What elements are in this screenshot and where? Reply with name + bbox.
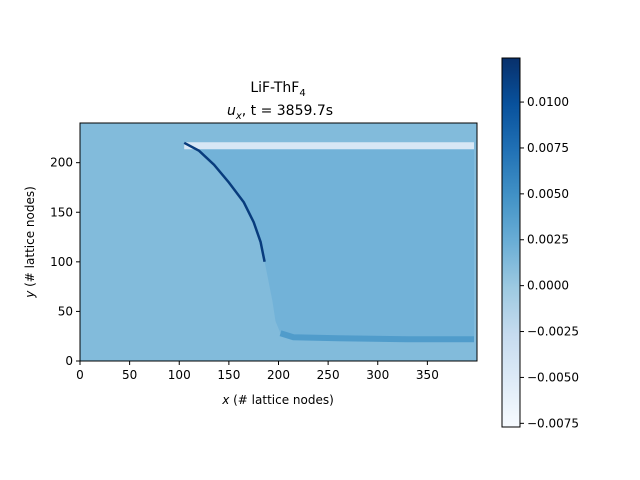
colorbar xyxy=(501,57,521,428)
heatmap-plot-area xyxy=(80,123,477,361)
x-axis-label: x (# lattice nodes) xyxy=(221,393,334,407)
y-tick-label: 50 xyxy=(58,304,73,318)
y-axis-label: y (# lattice nodes) xyxy=(23,186,37,299)
chart-title-line2: ux, t = 3859.7s xyxy=(227,103,333,122)
x-tick-label: 200 xyxy=(267,368,290,382)
colorbar-tick-label: 0.0025 xyxy=(527,233,569,247)
x-tick-label: 250 xyxy=(317,368,340,382)
heatmap-disturbed-region xyxy=(184,142,474,340)
colorbar-tick-label: 0.0050 xyxy=(527,187,569,201)
heatmap-front-line xyxy=(183,141,266,263)
colorbar-tick-label: −0.0025 xyxy=(527,325,579,339)
chart-title-line1: LiF-ThF4 xyxy=(250,80,305,99)
colorbar-axis: −0.0075 −0.0050 −0.0025 0.0000 0.0025 0.0050 0… xyxy=(520,95,579,430)
y-axis: 0 50 100 150 200 xyxy=(50,156,80,368)
colorbar-tick-label: 0.0100 xyxy=(527,95,569,109)
x-tick-label: 0 xyxy=(76,368,84,382)
y-tick-label: 100 xyxy=(50,255,73,269)
colorbar-tick-label: −0.0050 xyxy=(527,370,579,384)
x-axis: 0 50 100 150 200 250 300 350 xyxy=(76,361,439,382)
x-tick-label: 50 xyxy=(122,368,137,382)
x-tick-label: 350 xyxy=(416,368,439,382)
x-tick-label: 300 xyxy=(366,368,389,382)
heatmap-bottom-band xyxy=(279,330,474,343)
colorbar-tick-label: −0.0075 xyxy=(527,416,579,430)
x-tick-label: 100 xyxy=(168,368,191,382)
y-tick-label: 0 xyxy=(65,354,73,368)
colorbar-tick-label: 0.0000 xyxy=(527,279,569,293)
colorbar-tick-label: 0.0075 xyxy=(527,141,569,155)
y-tick-label: 200 xyxy=(50,156,73,170)
y-tick-label: 150 xyxy=(50,205,73,219)
x-tick-label: 150 xyxy=(217,368,240,382)
